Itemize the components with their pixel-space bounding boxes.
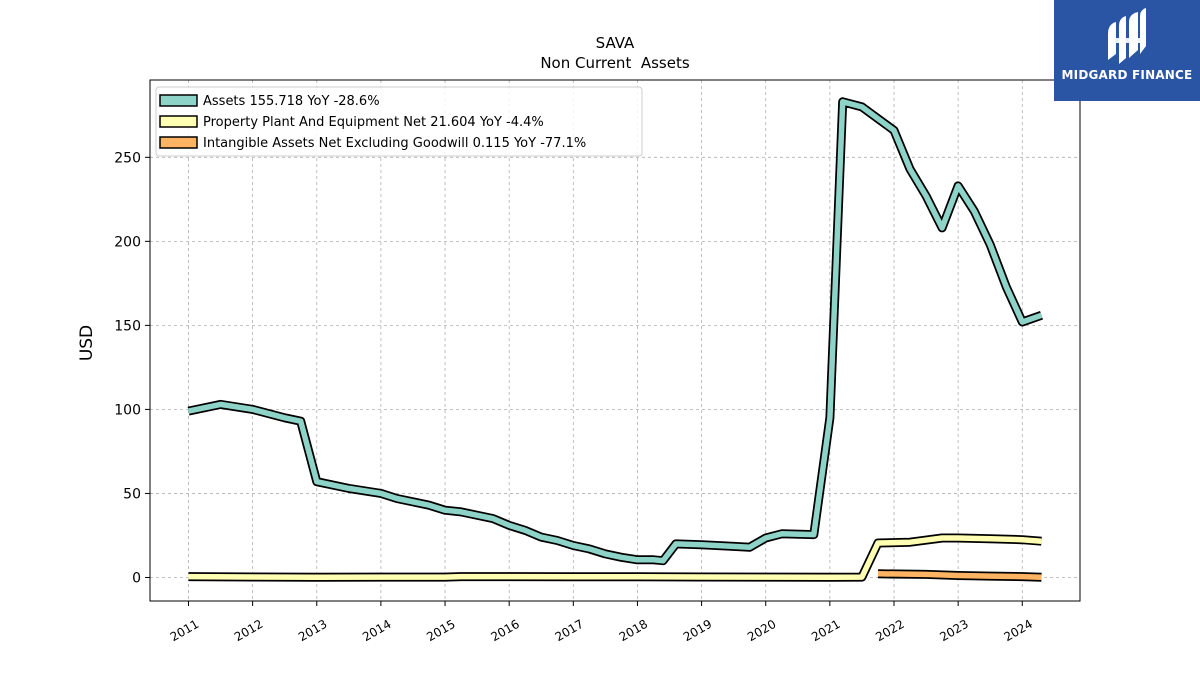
plot-frame <box>149 79 1081 602</box>
series-1 <box>188 533 1042 582</box>
x-tick-label: 2013 <box>296 617 329 644</box>
legend-box <box>155 86 643 157</box>
x-tick-label: 2018 <box>617 617 650 644</box>
x-tick-label: 2015 <box>424 617 457 644</box>
y-axis-label: USD <box>77 325 97 361</box>
y-tick-label: 50 <box>123 486 141 502</box>
legend-label: Assets 155.718 YoY -28.6% <box>203 94 380 109</box>
legend: Assets 155.718 YoY -28.6% Property Plant … <box>155 86 643 157</box>
x-tick-label: 2022 <box>873 617 906 644</box>
brand-logo: MIDGARD FINANCE <box>1054 0 1200 101</box>
series-line <box>187 99 1043 564</box>
y-tick-label: 250 <box>114 150 141 166</box>
x-tick-label: 2020 <box>745 617 778 644</box>
grid-lines <box>150 80 1080 601</box>
x-tick-label: 2021 <box>809 617 842 644</box>
x-tick-label: 2011 <box>168 617 201 644</box>
logo-text: MIDGARD FINANCE <box>1061 68 1193 82</box>
x-tick-label: 2016 <box>488 617 521 644</box>
series-0 <box>187 97 1043 566</box>
series-line <box>188 535 1042 581</box>
legend-swatch <box>159 115 198 128</box>
x-tick-label: 2014 <box>360 617 393 644</box>
y-tick-label: 150 <box>114 318 141 334</box>
chart-subtitle: Non Current Assets <box>540 54 690 72</box>
series-line <box>877 571 1042 581</box>
y-tick-label: 0 <box>132 570 141 586</box>
legend-swatch <box>159 94 198 107</box>
y-tick-label: 200 <box>114 234 141 250</box>
chart-title: SAVA <box>596 34 635 52</box>
x-tick-label: 2024 <box>1002 617 1035 644</box>
midgard-logo-icon <box>1108 8 1146 64</box>
legend-label: Intangible Assets Net Excluding Goodwill… <box>203 136 586 151</box>
series-2 <box>877 569 1042 582</box>
legend-swatch <box>159 136 198 149</box>
legend-label: Property Plant And Equipment Net 21.604 … <box>203 115 544 130</box>
x-tick-label: 2012 <box>232 617 265 644</box>
x-tick-label: 2019 <box>681 617 714 644</box>
series-layer <box>187 97 1043 582</box>
x-tick-label: 2023 <box>937 617 970 644</box>
x-tick-label: 2017 <box>553 617 586 644</box>
y-tick-label: 100 <box>114 402 141 418</box>
